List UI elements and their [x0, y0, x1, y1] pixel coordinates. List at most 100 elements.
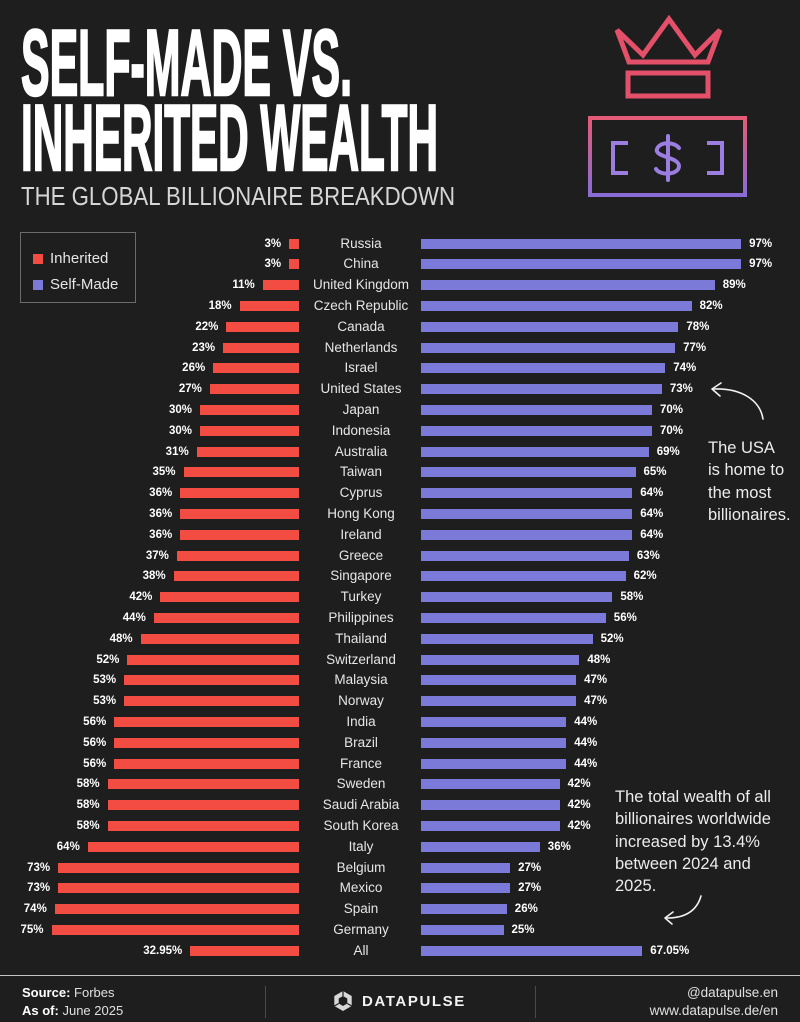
self-made-value-label: 97% — [749, 258, 773, 271]
self-made-value-label: 64% — [640, 528, 664, 541]
self-made-bar — [421, 529, 633, 540]
self-made-bar — [421, 342, 676, 353]
self-made-value-label: 36% — [547, 840, 571, 853]
chart-row: 73% Belgium 27% — [0, 858, 800, 878]
chart-row: 35% Taiwan 65% — [0, 462, 800, 482]
dollar-bill-icon — [588, 116, 747, 197]
inherited-bar — [58, 862, 299, 873]
inherited-value-label: 73% — [27, 882, 51, 895]
country-label: United States — [320, 381, 402, 397]
chart-row: 30% Japan 70% — [0, 400, 800, 420]
source-line: Source: Forbes — [22, 984, 123, 1002]
country-label: Netherlands — [324, 339, 398, 355]
self-made-value-label: 25% — [511, 923, 535, 936]
self-made-bar — [421, 675, 577, 686]
legend-item-inherited: Inherited — [33, 249, 108, 269]
country-label: Ireland — [340, 526, 382, 542]
inherited-bar — [209, 384, 299, 395]
self-made-bar — [421, 488, 633, 499]
self-made-bar — [421, 571, 626, 582]
annotation-line: The total wealth of all — [615, 788, 771, 806]
chart-row: 3% Russia 97% — [0, 234, 800, 254]
inherited-bar — [114, 716, 299, 727]
annotation-line: 2025. — [615, 877, 657, 896]
country-label: Sweden — [336, 776, 386, 792]
inherited-bar — [190, 945, 299, 956]
self-made-value-label: 44% — [574, 757, 598, 770]
self-made-bar — [421, 321, 679, 332]
country-label: Thailand — [335, 630, 387, 646]
self-made-bar — [421, 508, 633, 519]
chart-row: 26% Israel 74% — [0, 358, 800, 378]
country-label: Mexico — [339, 880, 383, 896]
inherited-bar — [262, 280, 299, 291]
chart-row: 30% Indonesia 70% — [0, 421, 800, 441]
inherited-value-label: 36% — [149, 528, 173, 541]
self-made-value-label: 44% — [574, 715, 598, 728]
inherited-bar — [176, 550, 299, 561]
inherited-bar — [160, 592, 299, 603]
footer-separator — [265, 986, 266, 1018]
self-made-value-label: 44% — [574, 736, 598, 749]
country-label: Switzerland — [326, 651, 396, 667]
country-label: Italy — [348, 838, 374, 854]
country-label: Singapore — [330, 568, 392, 584]
country-label: Taiwan — [339, 464, 383, 480]
chart-row: 31% Australia 69% — [0, 442, 800, 462]
left-bracket-icon — [611, 141, 628, 175]
inherited-bar — [127, 654, 299, 665]
inherited-bar — [124, 675, 299, 686]
inherited-value-label: 30% — [168, 424, 192, 437]
annotation-line: billionaires. — [708, 506, 791, 525]
inherited-bar — [107, 779, 299, 790]
self-made-bar — [421, 716, 567, 727]
source-value: Forbes — [74, 985, 115, 1000]
self-made-value-label: 73% — [669, 383, 693, 396]
as-of-label: As of: — [22, 1003, 59, 1018]
footer-source-info: Source: Forbes As of: June 2025 — [22, 984, 123, 1020]
self-made-value-label: 62% — [633, 570, 657, 583]
self-made-bar — [421, 425, 652, 436]
country-label: Belgium — [336, 859, 386, 875]
inherited-value-label: 56% — [83, 757, 107, 770]
inherited-value-label: 32.95% — [143, 944, 183, 957]
inherited-bar — [183, 467, 299, 478]
inherited-bar — [173, 571, 299, 582]
self-made-bar — [421, 446, 649, 457]
self-made-bar — [421, 633, 593, 644]
inherited-value-label: 48% — [109, 632, 133, 645]
inherited-bar — [223, 342, 299, 353]
dollar-sign-icon — [654, 134, 682, 182]
chart-row: 52% Switzerland 48% — [0, 650, 800, 670]
chart-row: 53% Norway 47% — [0, 691, 800, 711]
legend-item-self-made: Self-Made — [33, 275, 118, 295]
self-made-value-label: 67.05% — [650, 944, 690, 957]
self-made-value-label: 89% — [722, 279, 746, 292]
chart-row: 58% Sweden 42% — [0, 774, 800, 794]
chart-row: 36% Ireland 64% — [0, 525, 800, 545]
self-made-value-label: 64% — [640, 487, 664, 500]
country-label: Indonesia — [331, 422, 391, 438]
chart-row: 58% Saudi Arabia 42% — [0, 795, 800, 815]
chart-row: 11% United Kingdom 89% — [0, 275, 800, 295]
annotation-line: The USA — [708, 439, 775, 457]
self-made-bar — [421, 924, 504, 935]
chart-row: 37% Greece 63% — [0, 546, 800, 566]
country-label: United Kingdom — [312, 277, 410, 293]
inherited-value-label: 11% — [232, 279, 255, 292]
crown-icon — [614, 14, 723, 99]
brand-name: DATAPULSE — [362, 992, 466, 1010]
self-made-value-label: 52% — [600, 632, 624, 645]
legend-label-self-made: Self-Made — [50, 276, 119, 293]
country-label: Hong Kong — [327, 505, 395, 521]
title-block: SELF-MADE VS. INHERITED WEALTH THE GLOBA… — [20, 9, 455, 211]
inherited-value-label: 53% — [93, 674, 117, 687]
country-label: Cyprus — [339, 485, 383, 501]
datapulse-logo-icon — [334, 991, 352, 1011]
chart-row: 56% France 44% — [0, 754, 800, 774]
chart-row: 56% India 44% — [0, 712, 800, 732]
self-made-bar — [421, 820, 560, 831]
country-label: China — [343, 256, 379, 272]
country-label: Brazil — [344, 734, 378, 750]
self-made-value-label: 42% — [567, 819, 591, 832]
